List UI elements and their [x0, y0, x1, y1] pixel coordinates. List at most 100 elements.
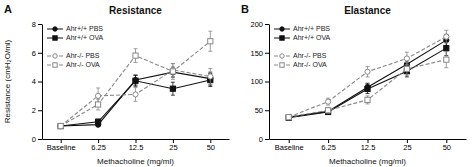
- tick-label: 150: [250, 49, 263, 58]
- legend-marker: [280, 54, 284, 58]
- marker: [286, 115, 291, 120]
- y-tick: 150: [250, 49, 269, 58]
- tick-mark: [265, 110, 269, 111]
- x-axis-title: Methacholine (mg/ml): [329, 157, 406, 166]
- legend-marker: [53, 63, 57, 67]
- marker: [404, 56, 409, 61]
- x-tick: 12.5: [129, 139, 144, 152]
- y-tick: 50: [255, 106, 269, 115]
- x-tick: Baseline: [47, 139, 76, 152]
- axis-line: [42, 25, 43, 140]
- panel: Baseline6.2512.5255002468Ahr+/+ PBSAhr+/…: [3, 3, 230, 166]
- error-bar: [405, 63, 409, 76]
- y-tick: 200: [250, 20, 269, 29]
- legend-marker: [53, 54, 57, 58]
- error-bar: [171, 64, 175, 80]
- series-line: [289, 40, 447, 117]
- legend-item: Ahr-/- PBS: [274, 52, 327, 59]
- tick-label: 2: [32, 106, 36, 115]
- error-bar: [208, 31, 212, 51]
- legend-label: Ahr-/- OVA: [293, 61, 327, 68]
- legend-marker: [53, 27, 57, 31]
- y-axis-title: Resistance (cmH₂O/ml): [3, 39, 12, 123]
- error-bar: [326, 98, 330, 105]
- error-bar: [96, 99, 100, 110]
- tick-label: Baseline: [47, 143, 76, 152]
- error-bar: [96, 119, 100, 124]
- title: Elastance: [344, 5, 391, 16]
- marker: [444, 57, 449, 62]
- series: [58, 64, 213, 129]
- marker: [286, 115, 291, 120]
- legend-label: Ahr+/+ OVA: [293, 34, 331, 41]
- tick-mark: [38, 110, 42, 111]
- series-line: [289, 37, 447, 118]
- legend-label: Ahr+/+ PBS: [293, 25, 330, 32]
- legend-item: Ahr-/- OVA: [47, 61, 100, 68]
- error-bar: [134, 75, 138, 86]
- plot-area: [58, 31, 213, 128]
- error-bar: [134, 88, 138, 102]
- series-line: [61, 80, 211, 126]
- error-bar: [208, 69, 212, 85]
- tick-label: 0: [32, 135, 36, 144]
- series-line: [61, 72, 211, 126]
- marker: [133, 78, 138, 83]
- y-tick: 0: [259, 135, 269, 144]
- legend-label: Ahr-/- OVA: [66, 61, 100, 68]
- marker: [286, 115, 291, 120]
- tick-label: 4: [32, 77, 36, 86]
- legend-item: Ahr+/+ OVA: [274, 34, 331, 41]
- series-line: [61, 70, 211, 126]
- error-bar: [287, 115, 291, 118]
- panel-label: A: [4, 3, 12, 15]
- legend-item: Ahr+/+ PBS: [274, 25, 330, 32]
- y-tick: 0: [32, 135, 42, 144]
- marker: [58, 123, 63, 128]
- title: Resistance: [109, 5, 162, 16]
- panel: Baseline6.2512.52550050100150200Ahr+/+ P…: [241, 3, 467, 166]
- tick-mark: [265, 53, 269, 54]
- error-bar: [366, 67, 370, 77]
- legend-marker: [280, 27, 284, 31]
- tick-label: 6.25: [91, 143, 106, 152]
- legend-label: Ahr+/+ PBS: [66, 25, 103, 32]
- marker: [170, 86, 175, 91]
- marker: [133, 77, 138, 82]
- legend-label: Ahr-/- PBS: [293, 52, 327, 59]
- legend-item: Ahr+/+ PBS: [47, 25, 103, 32]
- marker: [133, 53, 138, 58]
- tick-label: 0: [259, 135, 263, 144]
- error-bar: [366, 84, 370, 93]
- series: [286, 52, 449, 120]
- y-tick: 8: [32, 20, 42, 29]
- tick-label: 100: [250, 77, 263, 86]
- y-axis: 0 50 100 150 200: [250, 20, 269, 144]
- tick-label: 6.25: [321, 143, 336, 152]
- tick-label: 50: [443, 143, 451, 152]
- tick-mark: [265, 24, 269, 25]
- x-axis-title: Methacholine (mg/ml): [97, 157, 174, 166]
- marker: [208, 39, 213, 44]
- legend: Ahr+/+ PBS Ahr+/+ OVA Ahr-/- PBS Ahr-/- OVA: [274, 25, 331, 68]
- error-bar: [287, 115, 291, 118]
- series-line: [289, 60, 447, 118]
- error-bar: [366, 96, 370, 104]
- marker: [96, 119, 101, 124]
- marker: [444, 46, 449, 51]
- tick-label: 50: [207, 143, 215, 152]
- plot-area: [286, 30, 449, 120]
- marker: [58, 123, 63, 128]
- tick-label: 8: [32, 20, 36, 29]
- x-tick: 6.25: [91, 139, 106, 152]
- legend-marker: [280, 63, 284, 67]
- tick-mark: [38, 82, 42, 83]
- marker: [170, 70, 175, 75]
- marker: [365, 69, 370, 74]
- x-tick: 25: [403, 139, 411, 152]
- legend-label: Ahr-/- PBS: [66, 52, 100, 59]
- legend: Ahr+/+ PBS Ahr+/+ OVA Ahr-/- PBS Ahr-/- OVA: [47, 25, 104, 68]
- y-axis: 02468: [32, 20, 43, 144]
- x-tick: Baseline: [275, 139, 304, 152]
- legend-item: Ahr+/+ OVA: [47, 34, 104, 41]
